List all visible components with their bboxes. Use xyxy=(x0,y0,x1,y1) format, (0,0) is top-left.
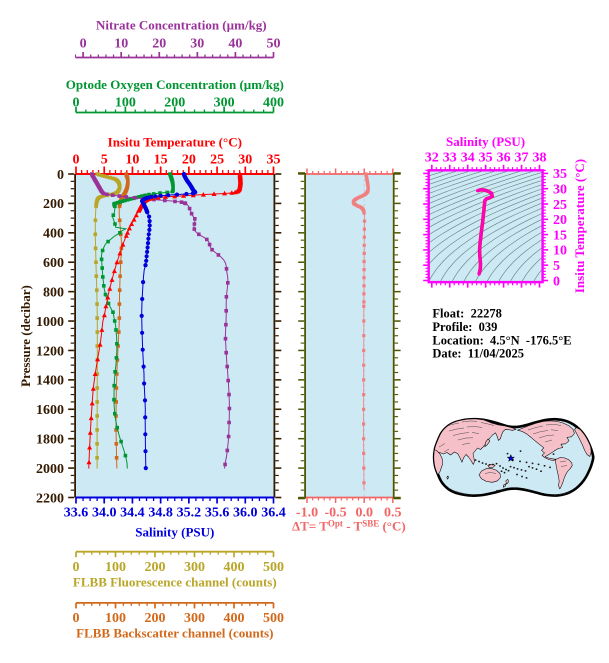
svg-text:25: 25 xyxy=(210,153,224,168)
svg-text:200: 200 xyxy=(43,197,64,212)
svg-text:34.8: 34.8 xyxy=(148,506,173,521)
svg-text:0.5: 0.5 xyxy=(384,506,402,521)
svg-text:35.2: 35.2 xyxy=(177,506,202,521)
svg-text:36.4: 36.4 xyxy=(261,506,286,521)
svg-text:0: 0 xyxy=(553,274,560,289)
svg-text:0: 0 xyxy=(73,611,80,626)
svg-text:ΔT= TOpt - TSBE (°C): ΔT= TOpt - TSBE (°C) xyxy=(292,519,406,534)
svg-text:Salinity (PSU): Salinity (PSU) xyxy=(446,134,525,149)
svg-text:Nitrate Concentration (µm/kg): Nitrate Concentration (µm/kg) xyxy=(96,18,267,33)
svg-text:400: 400 xyxy=(224,560,245,575)
svg-text:37: 37 xyxy=(515,151,529,166)
svg-text:100: 100 xyxy=(105,560,126,575)
svg-text:10: 10 xyxy=(125,153,139,168)
svg-text:25: 25 xyxy=(553,198,567,213)
svg-text:500: 500 xyxy=(263,560,284,575)
svg-text:Location: 4.5°N -176.5°E: Location: 4.5°N -176.5°E xyxy=(432,333,571,347)
svg-text:20: 20 xyxy=(152,37,166,52)
svg-text:2200: 2200 xyxy=(36,491,64,506)
svg-text:0: 0 xyxy=(73,153,80,168)
svg-text:34.4: 34.4 xyxy=(120,506,145,521)
svg-text:400: 400 xyxy=(263,96,284,111)
svg-text:Date: 11/04/2025: Date: 11/04/2025 xyxy=(432,347,524,361)
svg-text:34: 34 xyxy=(461,151,475,166)
svg-text:800: 800 xyxy=(43,285,64,300)
svg-text:15: 15 xyxy=(553,228,567,243)
svg-text:35: 35 xyxy=(267,153,281,168)
svg-text:Salinity (PSU): Salinity (PSU) xyxy=(135,525,214,540)
svg-text:400: 400 xyxy=(43,227,64,242)
svg-text:1400: 1400 xyxy=(36,374,64,389)
svg-text:30: 30 xyxy=(238,153,252,168)
svg-text:35.6: 35.6 xyxy=(205,506,230,521)
svg-text:20: 20 xyxy=(553,213,567,228)
svg-text:Insitu Temperature (°C): Insitu Temperature (°C) xyxy=(108,135,242,150)
svg-text:20: 20 xyxy=(182,153,196,168)
svg-text:30: 30 xyxy=(190,37,204,52)
svg-text:Profile: 039: Profile: 039 xyxy=(432,320,497,334)
svg-text:200: 200 xyxy=(145,611,166,626)
svg-text:-0.5: -0.5 xyxy=(325,506,347,521)
svg-text:1000: 1000 xyxy=(36,315,64,330)
svg-text:50: 50 xyxy=(267,37,281,52)
svg-text:Optode Oxygen Concentration (µ: Optode Oxygen Concentration (µm/kg) xyxy=(66,77,284,92)
svg-text:15: 15 xyxy=(154,153,168,168)
svg-text:FLBB Backscatter channel (coun: FLBB Backscatter channel (counts) xyxy=(76,626,273,641)
svg-text:10: 10 xyxy=(553,244,567,259)
svg-text:500: 500 xyxy=(263,611,284,626)
svg-text:36.0: 36.0 xyxy=(233,506,258,521)
svg-text:200: 200 xyxy=(145,560,166,575)
svg-text:1800: 1800 xyxy=(36,433,64,448)
svg-text:34.0: 34.0 xyxy=(92,506,117,521)
svg-text:35: 35 xyxy=(479,151,493,166)
svg-text:5: 5 xyxy=(553,259,560,274)
svg-text:33: 33 xyxy=(443,151,457,166)
svg-text:0: 0 xyxy=(73,560,80,575)
svg-text:40: 40 xyxy=(228,37,242,52)
svg-text:100: 100 xyxy=(105,611,126,626)
svg-text:200: 200 xyxy=(164,96,185,111)
svg-text:2000: 2000 xyxy=(36,462,64,477)
svg-text:38: 38 xyxy=(533,151,547,166)
svg-text:-1.0: -1.0 xyxy=(296,506,318,521)
svg-text:36: 36 xyxy=(497,151,511,166)
svg-text:35: 35 xyxy=(553,167,567,182)
svg-text:33.6: 33.6 xyxy=(64,506,89,521)
svg-text:400: 400 xyxy=(224,611,245,626)
svg-text:0: 0 xyxy=(57,168,64,183)
svg-text:100: 100 xyxy=(115,96,136,111)
svg-text:300: 300 xyxy=(214,96,235,111)
svg-text:Float: 22278: Float: 22278 xyxy=(432,307,501,321)
svg-text:0.0: 0.0 xyxy=(355,506,373,521)
svg-text:10: 10 xyxy=(114,37,128,52)
svg-text:30: 30 xyxy=(553,183,567,198)
svg-text:300: 300 xyxy=(184,611,205,626)
svg-text:0: 0 xyxy=(80,37,87,52)
svg-text:1600: 1600 xyxy=(36,403,64,418)
svg-text:0: 0 xyxy=(73,96,80,111)
svg-text:32: 32 xyxy=(425,151,439,166)
svg-text:1200: 1200 xyxy=(36,344,64,359)
svg-text:Insitu Temperature (°C): Insitu Temperature (°C) xyxy=(572,159,587,293)
svg-text:300: 300 xyxy=(184,560,205,575)
svg-text:Pressure (decibar): Pressure (decibar) xyxy=(18,285,33,387)
svg-text:600: 600 xyxy=(43,256,64,271)
svg-text:5: 5 xyxy=(101,153,108,168)
svg-text:FLBB Fluorescence channel (cou: FLBB Fluorescence channel (counts) xyxy=(73,575,277,590)
